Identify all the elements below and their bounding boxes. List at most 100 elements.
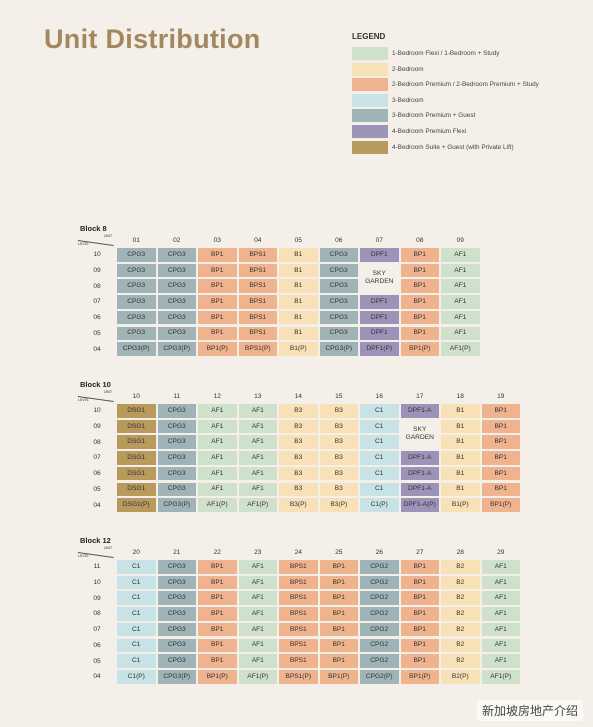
level-number: 10 xyxy=(93,251,101,259)
unit-cell: B2 xyxy=(440,653,481,669)
unit-cell: BP1(P) xyxy=(399,341,440,357)
sky-garden: SKY GARDEN xyxy=(399,418,440,451)
unit-cell: BP1(P) xyxy=(480,497,521,513)
unit-cell: BP1(P) xyxy=(318,668,359,685)
unit-cell: AF1 xyxy=(480,606,521,622)
unit-number: 06 xyxy=(335,237,343,244)
legend-label: 3-Bedroom Premium + Guest xyxy=(392,112,476,120)
unit-cell: B3 xyxy=(278,481,319,498)
unit-cell: B3 xyxy=(318,465,359,482)
unit-cell: CPG3 xyxy=(156,247,197,263)
unit-cell: BPS1 xyxy=(237,325,278,342)
unit-number: 22 xyxy=(213,549,221,556)
unit-cell: DPF1 xyxy=(359,247,400,263)
unit-cell: B2 xyxy=(440,606,481,622)
unit-cell: BP1 xyxy=(399,606,440,622)
unit-cell: CPG3 xyxy=(156,465,197,482)
unit-cell: AF1(P) xyxy=(480,668,521,685)
unit-cell: BP1 xyxy=(480,450,521,466)
unit-cell: AF1 xyxy=(440,278,481,295)
unit-cell: BP1 xyxy=(399,294,440,310)
legend-label: 2-Bedroom xyxy=(392,65,424,73)
unit-number: 16 xyxy=(375,393,383,400)
unit-cell: DSG1(P) xyxy=(116,497,157,513)
unit-cell: B2 xyxy=(440,621,481,638)
unit-number: 15 xyxy=(335,393,343,400)
unit-cell: BP1 xyxy=(399,309,440,326)
unit-cell: B1 xyxy=(278,262,319,279)
unit-cell: BPS1 xyxy=(237,294,278,310)
unit-number: 24 xyxy=(294,549,302,556)
unit-number: 07 xyxy=(375,237,383,244)
unit-cell: BP1 xyxy=(480,434,521,451)
unit-cell: C1 xyxy=(359,418,400,435)
block-title: Block 8 xyxy=(80,224,107,233)
unit-number: 21 xyxy=(173,549,181,556)
unit-cell: AF1 xyxy=(237,653,278,669)
unit-cell: CPG3 xyxy=(116,262,157,279)
unit-cell: CPG3 xyxy=(116,294,157,310)
unit-number: 12 xyxy=(213,393,221,400)
unit-cell: CPG2 xyxy=(359,621,400,638)
unit-cell: DSG1 xyxy=(116,434,157,451)
unit-cell: B3 xyxy=(318,403,359,419)
unit-cell: BP1 xyxy=(480,403,521,419)
level-number: 08 xyxy=(93,610,101,618)
level-number: 04 xyxy=(93,345,101,353)
unit-number: 28 xyxy=(456,549,464,556)
level-number: 07 xyxy=(93,626,101,634)
unit-cell: AF1 xyxy=(197,465,238,482)
unit-cell: BPS1 xyxy=(237,278,278,295)
unit-cell: B1 xyxy=(440,450,481,466)
unit-number: 11 xyxy=(173,393,181,400)
unit-cell: C1 xyxy=(359,481,400,498)
unit-cell: AF1 xyxy=(440,294,481,310)
level-number: 06 xyxy=(93,641,101,649)
unit-cell: BPS1 xyxy=(237,262,278,279)
unit-cell: BP1(P) xyxy=(399,668,440,685)
unit-cell: BP1 xyxy=(197,653,238,669)
unit-cell: CPG3 xyxy=(156,590,197,607)
legend-label: 4-Bedroom Suite + Guest (with Private Li… xyxy=(392,143,514,151)
unit-cell: BP1 xyxy=(318,606,359,622)
unit-cell: AF1(P) xyxy=(440,341,481,357)
unit-cell: BP1 xyxy=(480,465,521,482)
unit-cell: AF1 xyxy=(197,403,238,419)
unit-cell: CPG3 xyxy=(156,637,197,654)
unit-header: UNIT xyxy=(104,390,113,394)
unit-cell: BPS1 xyxy=(278,653,319,669)
unit-cell: B3(P) xyxy=(278,497,319,513)
unit-number: 19 xyxy=(497,393,505,400)
unit-cell: B1 xyxy=(440,403,481,419)
unit-number: 03 xyxy=(213,237,221,244)
unit-cell: BPS1 xyxy=(278,559,319,575)
unit-cell: CPG2 xyxy=(359,637,400,654)
unit-cell: BP1 xyxy=(197,621,238,638)
unit-cell: AF1 xyxy=(237,403,278,419)
unit-cell: AF1 xyxy=(237,434,278,451)
unit-cell: BPS1 xyxy=(237,309,278,326)
legend-label: 3-Bedroom xyxy=(392,96,424,104)
legend-swatch xyxy=(352,109,388,123)
level-number: 08 xyxy=(93,438,101,446)
unit-cell: AF1(P) xyxy=(237,668,278,685)
unit-cell: DPF1 xyxy=(359,294,400,310)
unit-cell: BPS1 xyxy=(237,247,278,263)
unit-cell: C1 xyxy=(116,590,157,607)
unit-cell: AF1 xyxy=(480,590,521,607)
legend-label: 1-Bedroom Flexi / 1-Bedroom + Study xyxy=(392,50,500,57)
unit-cell: AF1 xyxy=(440,262,481,279)
level-number: 07 xyxy=(93,454,101,462)
unit-cell: B1 xyxy=(278,247,319,263)
unit-cell: DPF1-A xyxy=(399,450,440,466)
unit-cell: B3 xyxy=(318,450,359,466)
level-number: 10 xyxy=(93,407,101,415)
unit-cell: BP1 xyxy=(399,637,440,654)
unit-number: 10 xyxy=(132,393,140,400)
unit-cell: C1(P) xyxy=(116,668,157,685)
unit-cell: B2(P) xyxy=(440,668,481,685)
unit-cell: BP1 xyxy=(399,621,440,638)
unit-cell: B3 xyxy=(318,434,359,451)
unit-cell: AF1 xyxy=(237,465,278,482)
unit-cell: CPG2 xyxy=(359,574,400,591)
